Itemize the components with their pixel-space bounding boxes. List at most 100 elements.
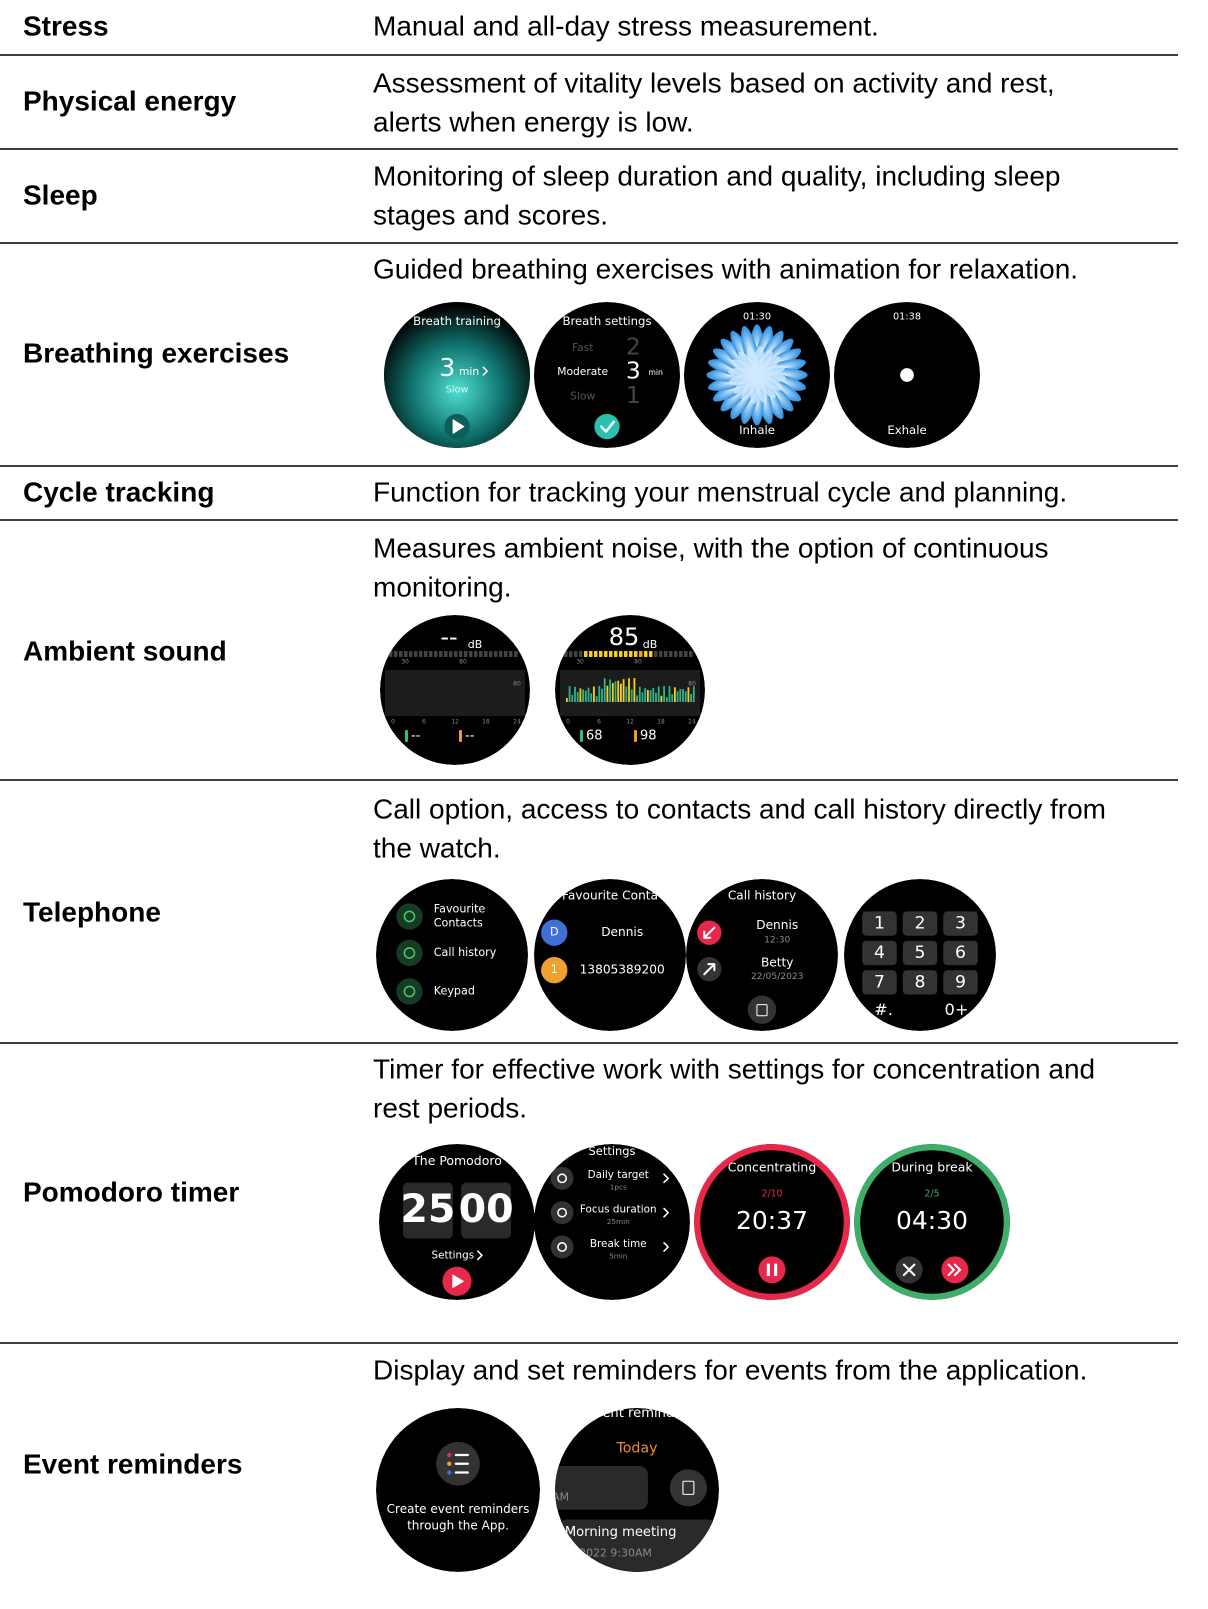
watch-screen: 01:30 Inhale bbox=[684, 302, 830, 448]
screen-text: 30 bbox=[576, 659, 584, 666]
screen-text: 4 bbox=[874, 943, 885, 963]
icon bbox=[447, 1470, 452, 1475]
panel bbox=[943, 911, 978, 936]
screen-text: 80 bbox=[688, 681, 696, 688]
screen-text: 25min bbox=[607, 1217, 630, 1226]
watch-screen: During break 2/5 04:30 bbox=[854, 1144, 1010, 1300]
icon bbox=[396, 939, 423, 967]
icon bbox=[376, 1408, 540, 1572]
panel bbox=[684, 691, 687, 702]
panel bbox=[424, 651, 428, 657]
panel bbox=[614, 651, 618, 657]
panel bbox=[664, 651, 668, 657]
panel bbox=[689, 651, 693, 657]
panel bbox=[606, 685, 609, 702]
panel bbox=[434, 651, 438, 657]
watch-screen: Concentrating 2/10 20:37 bbox=[694, 1144, 850, 1300]
panel bbox=[902, 970, 938, 995]
screen-text: 7 bbox=[874, 972, 885, 992]
panel bbox=[671, 694, 674, 702]
panel bbox=[638, 686, 641, 702]
screen-text: 00 bbox=[459, 1186, 514, 1232]
screen-text: 0 bbox=[566, 719, 570, 726]
screen-text: 80 bbox=[459, 659, 467, 666]
panel bbox=[669, 651, 673, 657]
screen-text: 6 bbox=[955, 943, 966, 963]
screen-text: 6 bbox=[422, 719, 426, 726]
icon bbox=[557, 1242, 568, 1252]
screen-text: Call history bbox=[728, 889, 796, 903]
screen-text: 1pcs bbox=[610, 1183, 627, 1192]
glyph bbox=[663, 1242, 669, 1252]
panel bbox=[459, 730, 462, 742]
watch-screen: Create event reminders through the App. bbox=[376, 1408, 540, 1572]
panel bbox=[676, 691, 679, 702]
screen-text: 2 bbox=[915, 914, 926, 934]
panel bbox=[692, 686, 695, 702]
panel bbox=[469, 651, 473, 657]
watch-screen: 1 2 3 4 5 6 7 8 9 #. 0+ bbox=[844, 879, 996, 1031]
row-description: monitoring. bbox=[373, 571, 512, 602]
panel bbox=[649, 690, 652, 702]
panel bbox=[624, 651, 628, 657]
panel bbox=[574, 686, 576, 702]
screen-text: Morning meeting bbox=[565, 1525, 677, 1540]
row-description: the watch. bbox=[373, 832, 501, 863]
row-label: Physical energy bbox=[23, 85, 237, 116]
panel bbox=[566, 698, 568, 702]
screen-text: Slow bbox=[446, 385, 469, 396]
panel bbox=[609, 651, 613, 657]
panel bbox=[564, 651, 568, 657]
icon bbox=[557, 1173, 568, 1184]
row-description: Manual and all-day stress measurement. bbox=[373, 10, 879, 41]
screen-text: -- bbox=[440, 623, 457, 651]
panel bbox=[402, 1182, 453, 1239]
screen-text: 1 bbox=[626, 381, 641, 409]
screen-text: Break time bbox=[590, 1238, 647, 1250]
panel bbox=[504, 651, 508, 657]
screen-text: Exhale bbox=[887, 423, 926, 437]
row-description: Display and set reminders for events fro… bbox=[373, 1354, 1087, 1385]
watch-screen: Breath training 3 min Slow bbox=[383, 301, 531, 449]
watch-screen: Call history Dennis 12:30 Betty 22/05/2023 bbox=[686, 879, 838, 1031]
screen-text: 25 bbox=[400, 1186, 455, 1232]
panel bbox=[634, 651, 638, 657]
screen-text: 24 bbox=[513, 719, 521, 726]
screen-text: Moderate bbox=[557, 365, 608, 378]
icon bbox=[550, 1235, 574, 1259]
panel bbox=[862, 970, 897, 995]
row-description: Guided breathing exercises with animatio… bbox=[373, 253, 1078, 284]
glyph bbox=[477, 1250, 483, 1261]
icon bbox=[396, 903, 423, 930]
panel bbox=[659, 651, 663, 657]
panel bbox=[499, 651, 503, 657]
petal bbox=[746, 346, 760, 376]
screen-text: Daily target bbox=[588, 1169, 649, 1181]
row-label: Pomodoro timer bbox=[23, 1176, 239, 1207]
panel bbox=[663, 686, 665, 702]
panel bbox=[756, 1004, 768, 1017]
glyph bbox=[703, 926, 716, 939]
panel bbox=[682, 1480, 695, 1495]
panel bbox=[630, 689, 633, 702]
glyph bbox=[947, 1263, 962, 1277]
panel bbox=[439, 651, 443, 657]
panel bbox=[862, 940, 897, 966]
panel bbox=[644, 651, 648, 657]
panel bbox=[454, 1462, 469, 1465]
screen-text: 2/5 bbox=[924, 1188, 939, 1199]
row-description: stages and scores. bbox=[373, 199, 608, 230]
screen-text: 24 bbox=[688, 719, 696, 726]
panel bbox=[625, 686, 628, 702]
screen-text: D bbox=[550, 926, 559, 939]
screen-text: 01:38 bbox=[893, 312, 921, 323]
watch-screen: Event reminder Today g 0AM Morning meeting/2… bbox=[554, 1408, 719, 1573]
screen-text: Dennis bbox=[756, 918, 798, 932]
panel bbox=[454, 1453, 469, 1457]
panel bbox=[479, 651, 483, 657]
panel bbox=[660, 695, 663, 702]
panel bbox=[464, 651, 468, 657]
panel bbox=[594, 651, 598, 657]
screen-text: /2/2022 9:30AM bbox=[565, 1546, 652, 1559]
icon bbox=[854, 1144, 1010, 1300]
